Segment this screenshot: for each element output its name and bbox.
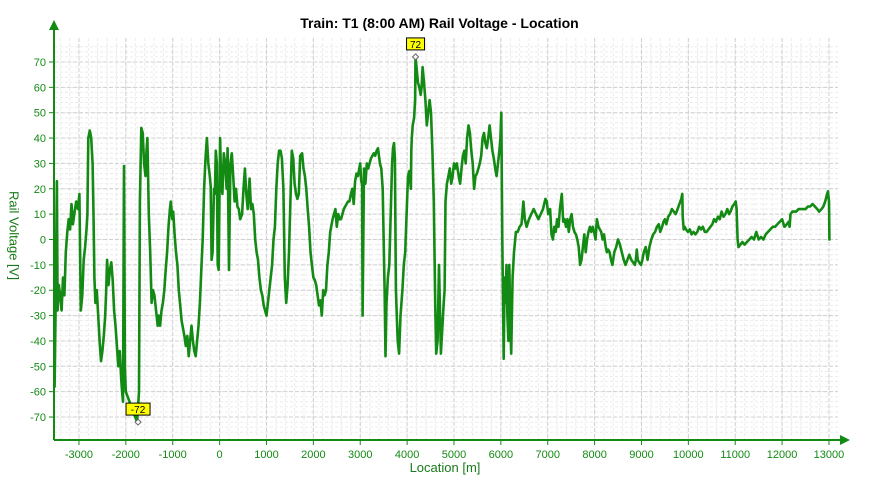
x-tick-label: 12000 [767, 449, 798, 461]
y-axis-arrow-icon [49, 20, 59, 30]
x-tick-label: 8000 [582, 449, 606, 461]
y-tick-label: -10 [30, 260, 46, 272]
y-tick-label: 20 [34, 184, 46, 196]
x-tick-label: 9000 [629, 449, 653, 461]
x-tick-label: 0 [217, 449, 223, 461]
x-tick-label: 3000 [348, 449, 372, 461]
x-axis-label: Location [m] [409, 460, 481, 475]
y-tick-label: 60 [34, 82, 46, 94]
x-tick-label: 1000 [254, 449, 278, 461]
x-tick-label: 13000 [814, 449, 845, 461]
svg-text:-72: -72 [131, 405, 146, 416]
x-tick-label: 2000 [301, 449, 325, 461]
y-tick-label: 50 [34, 108, 46, 120]
y-axis-label: Rail Voltage [V] [6, 191, 22, 280]
x-tick-label: -3000 [65, 449, 93, 461]
grid-minor [55, 38, 838, 439]
annotations: 72 -72 [125, 37, 426, 426]
x-tick-label: 11000 [720, 449, 750, 461]
x-tick-label: 6000 [489, 449, 513, 461]
rail-voltage-line [53, 55, 831, 424]
max-annotation: 72 [406, 37, 426, 61]
x-tick-label: 5000 [442, 449, 466, 461]
y-tick-label: 0 [40, 235, 46, 247]
x-tick-label: 10000 [673, 449, 704, 461]
y-tick-label: 30 [34, 158, 46, 170]
chart-title: Train: T1 (8:00 AM) Rail Voltage - Locat… [300, 15, 579, 31]
svg-text:72: 72 [410, 40, 422, 51]
y-tick-label: 10 [34, 209, 46, 221]
x-axis-ticks: -3000 -2000 -1000 0 1000 2000 3000 4000 5000 6000… [65, 440, 844, 461]
y-tick-label: 70 [34, 57, 46, 69]
y-tick-label: -40 [30, 336, 46, 348]
x-axis-arrow-icon [840, 435, 850, 445]
y-tick-label: 40 [34, 133, 46, 145]
x-tick-label: 7000 [535, 449, 559, 461]
y-tick-label: -50 [30, 361, 46, 373]
y-tick-label: -30 [30, 311, 46, 323]
y-tick-label: -60 [30, 387, 46, 399]
x-tick-label: 4000 [395, 449, 419, 461]
y-tick-label: -20 [30, 285, 46, 297]
min-annotation: -72 [125, 402, 151, 426]
x-tick-label: -1000 [159, 449, 187, 461]
y-axis-ticks: 70 60 50 40 30 20 10 0 -10 -20 -30 -40 -50 -60 -70 [30, 57, 54, 424]
y-tick-label: -70 [30, 412, 46, 424]
x-tick-label: -2000 [112, 449, 140, 461]
